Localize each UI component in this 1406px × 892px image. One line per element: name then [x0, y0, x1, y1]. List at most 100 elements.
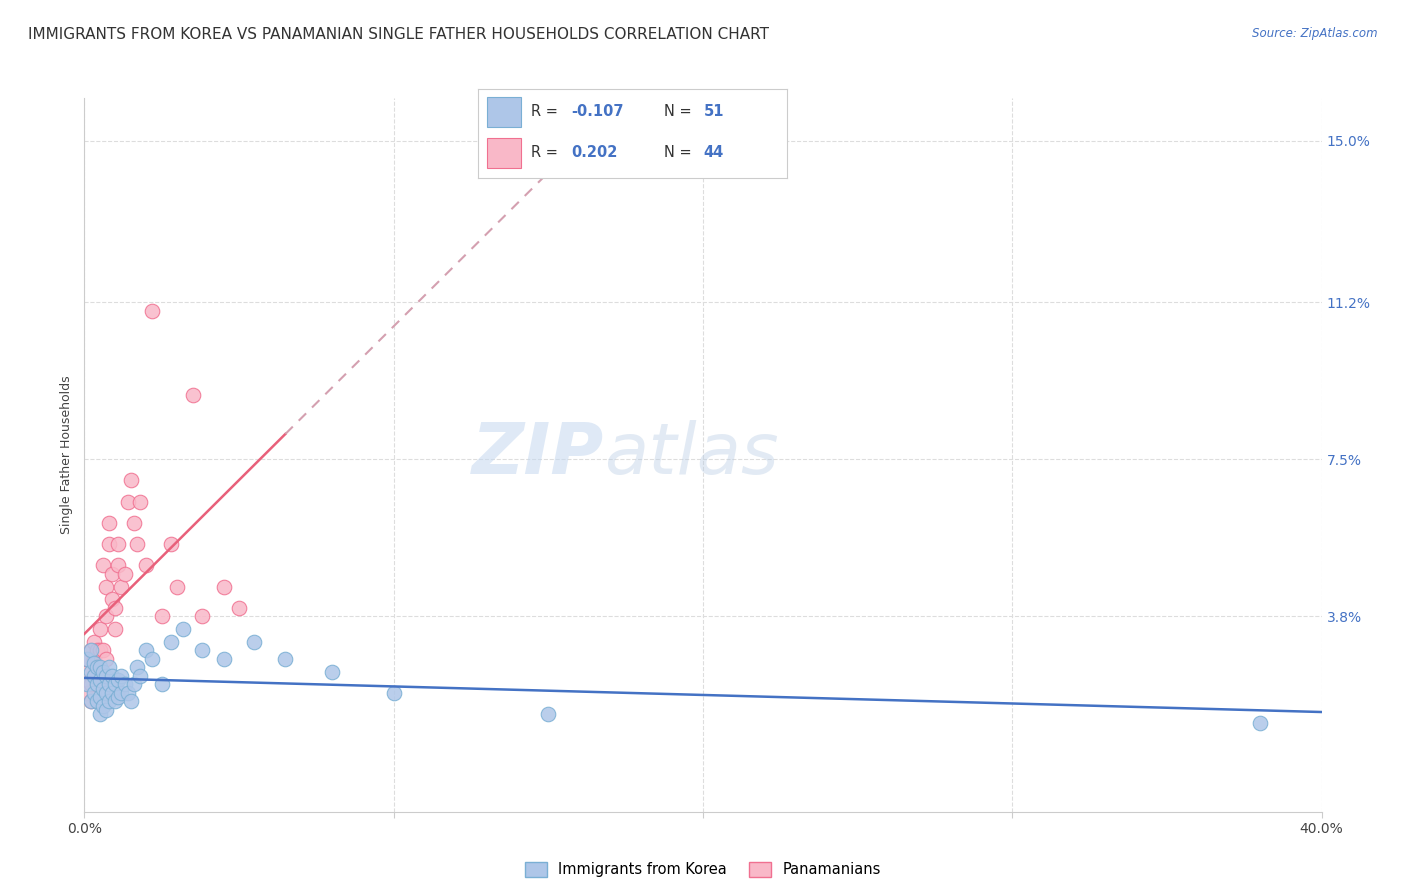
Legend: Immigrants from Korea, Panamanians: Immigrants from Korea, Panamanians [519, 855, 887, 883]
Point [79, 677, 101, 691]
Point [101, 686, 124, 700]
Point [122, 677, 145, 691]
Point [94, 609, 117, 624]
Point [107, 673, 129, 687]
Point [91, 681, 114, 696]
Point [212, 580, 235, 594]
Text: R =: R = [530, 104, 562, 120]
Point [76, 652, 98, 666]
Bar [488, 138, 522, 168]
Point [79, 643, 101, 657]
Point [114, 677, 136, 691]
Point [94, 580, 117, 594]
Point [83, 669, 105, 683]
Text: Source: ZipAtlas.com: Source: ZipAtlas.com [1253, 27, 1378, 40]
Point [79, 694, 101, 708]
Point [76, 652, 98, 666]
Point [125, 660, 148, 674]
Point [76, 677, 98, 691]
Point [172, 622, 194, 636]
Point [228, 600, 250, 615]
Point [537, 706, 560, 721]
Text: N =: N = [664, 104, 696, 120]
Text: IMMIGRANTS FROM KOREA VS PANAMANIAN SINGLE FATHER HOUSEHOLDS CORRELATION CHART: IMMIGRANTS FROM KOREA VS PANAMANIAN SING… [28, 27, 769, 42]
Point [98, 660, 121, 674]
Point [191, 643, 214, 657]
Text: -0.107: -0.107 [571, 104, 623, 120]
Point [94, 652, 117, 666]
Text: atlas: atlas [605, 420, 779, 490]
Point [79, 694, 101, 708]
Point [212, 652, 235, 666]
Point [98, 537, 121, 551]
Point [110, 580, 132, 594]
Point [89, 643, 111, 657]
Point [91, 643, 114, 657]
Point [107, 690, 129, 704]
Point [98, 677, 121, 691]
Y-axis label: Single Father Households: Single Father Households [59, 376, 73, 534]
Point [101, 592, 124, 607]
Point [114, 566, 136, 581]
Point [83, 686, 105, 700]
Point [89, 690, 111, 704]
Point [86, 677, 108, 691]
Point [117, 686, 139, 700]
Point [83, 669, 105, 683]
Point [94, 669, 117, 683]
Point [91, 665, 114, 679]
Point [129, 669, 152, 683]
Point [86, 643, 108, 657]
Point [382, 686, 405, 700]
Point [86, 694, 108, 708]
Point [94, 686, 117, 700]
Point [141, 652, 163, 666]
Point [91, 558, 114, 573]
Text: 51: 51 [704, 104, 724, 120]
Text: 44: 44 [704, 145, 724, 161]
Point [243, 635, 266, 649]
Point [160, 635, 183, 649]
Point [129, 494, 152, 508]
Text: ZIP: ZIP [472, 420, 605, 490]
Point [125, 537, 148, 551]
Point [89, 673, 111, 687]
Point [160, 537, 183, 551]
Point [104, 600, 127, 615]
Point [91, 698, 114, 713]
Point [101, 669, 124, 683]
Point [181, 388, 204, 402]
Point [1249, 715, 1271, 730]
Point [76, 665, 98, 679]
Point [89, 665, 111, 679]
Point [150, 609, 173, 624]
Point [191, 609, 214, 624]
Point [86, 660, 108, 674]
Point [79, 665, 101, 679]
Point [321, 665, 343, 679]
Text: N =: N = [664, 145, 696, 161]
Text: R =: R = [530, 145, 562, 161]
Point [107, 537, 129, 551]
Point [83, 652, 105, 666]
Point [89, 622, 111, 636]
Point [110, 686, 132, 700]
Point [98, 516, 121, 530]
Text: 0.202: 0.202 [571, 145, 617, 161]
Point [274, 652, 297, 666]
Point [89, 706, 111, 721]
Point [83, 635, 105, 649]
Point [117, 494, 139, 508]
Point [86, 677, 108, 691]
Point [76, 686, 98, 700]
Point [104, 694, 127, 708]
Point [110, 669, 132, 683]
Point [86, 660, 108, 674]
Point [94, 703, 117, 717]
Point [104, 622, 127, 636]
Point [122, 516, 145, 530]
Point [166, 580, 188, 594]
Point [120, 694, 142, 708]
Point [120, 474, 142, 488]
Point [141, 303, 163, 318]
